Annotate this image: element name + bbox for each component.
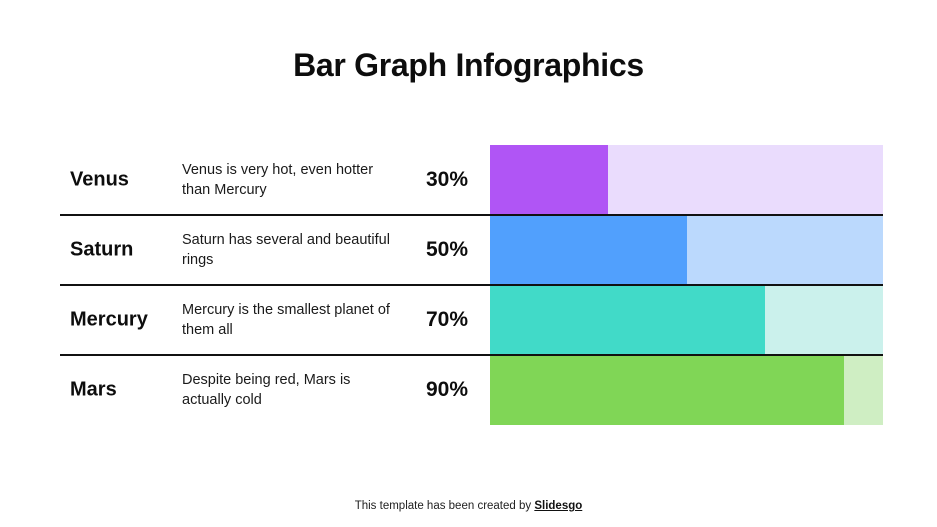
table-row: Saturn Saturn has several and beautiful … <box>0 214 937 285</box>
row-label-saturn: Saturn <box>70 238 134 261</box>
footer-credit: This template has been created by Slides… <box>0 500 937 512</box>
row-description-venus: Venus is very hot, even hotter than Merc… <box>182 162 374 198</box>
row-percent-venus: 30% <box>426 168 469 191</box>
row-description-mercury: Mercury is the smallest planet of them a… <box>182 302 390 338</box>
bar-fill-mercury <box>490 285 766 355</box>
bar-track-mars <box>490 355 883 425</box>
table-row: Mercury Mercury is the smallest planet o… <box>0 284 937 355</box>
bar-track-mercury <box>490 285 883 355</box>
row-label-mars: Mars <box>70 378 117 401</box>
row-divider <box>60 214 883 216</box>
footer-text: This template has been created by <box>354 500 532 512</box>
bar-track-saturn <box>490 215 883 285</box>
table-row: Venus Venus is very hot, even hotter tha… <box>0 145 937 215</box>
row-percent-mars: 90% <box>426 378 469 401</box>
bar-fill-saturn <box>490 215 687 285</box>
bar-fill-mars <box>490 355 844 425</box>
bar-graph: Venus Venus is very hot, even hotter tha… <box>0 145 937 425</box>
row-description-mars: Despite being red, Mars is actually cold <box>182 372 351 408</box>
row-percent-mercury: 70% <box>426 308 469 331</box>
page-title: Bar Graph Infographics <box>293 47 644 83</box>
table-row: Mars Despite being red, Mars is actually… <box>0 354 937 425</box>
slidesgo-link[interactable]: Slidesgo <box>534 500 583 512</box>
row-percent-saturn: 50% <box>426 238 469 261</box>
row-label-mercury: Mercury <box>70 308 148 331</box>
bar-fill-venus <box>490 145 608 215</box>
bar-track-venus <box>490 145 883 215</box>
row-divider <box>60 284 883 286</box>
row-label-venus: Venus <box>70 168 129 191</box>
row-description-saturn: Saturn has several and beautiful rings <box>182 232 390 268</box>
row-divider <box>60 354 883 356</box>
